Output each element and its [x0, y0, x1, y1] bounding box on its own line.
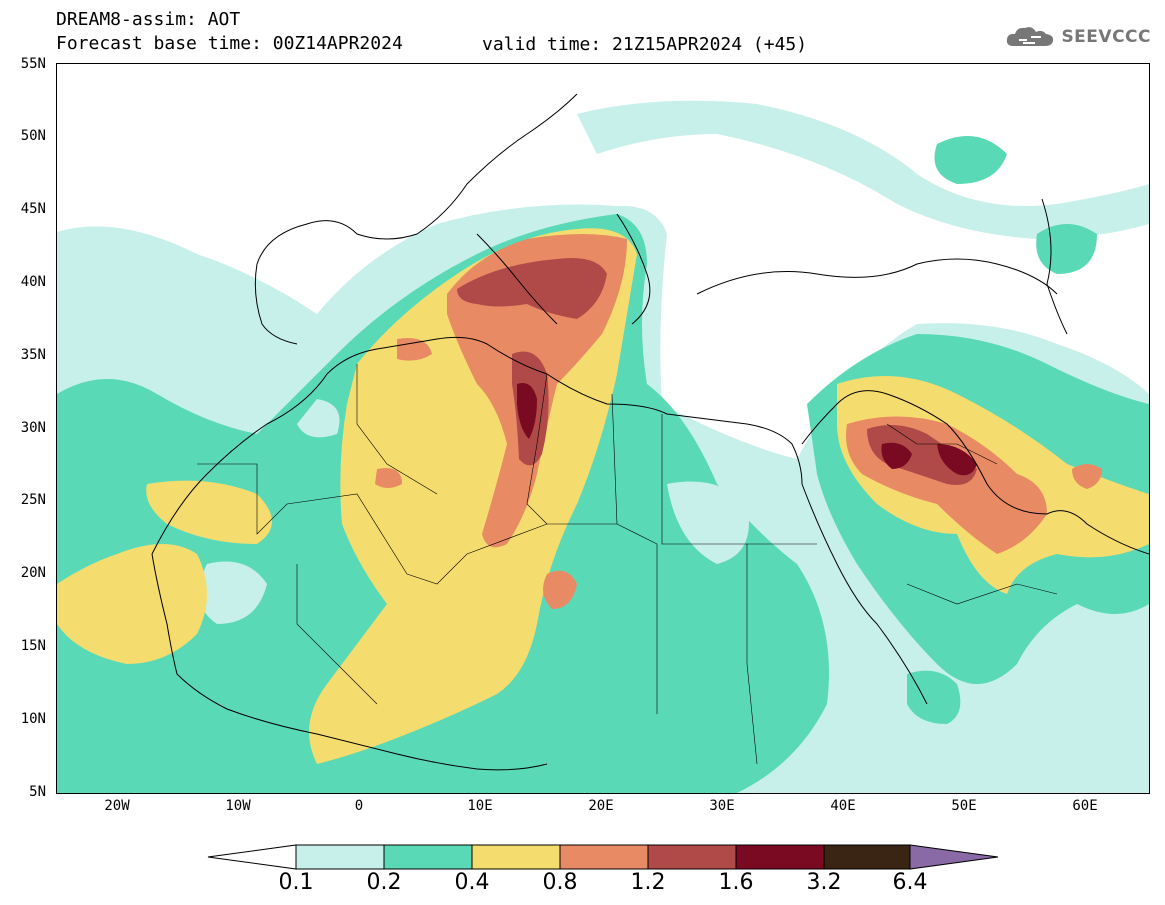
- colorbar-segment-3: [471, 844, 561, 870]
- lat-label-35n: 35N: [20, 347, 46, 363]
- colorbar-label-0-1: 0.1: [278, 870, 314, 895]
- aot-band-1-6: [517, 383, 977, 476]
- colorbar-segment-1: [295, 844, 385, 870]
- lon-label-50e: 50E: [951, 798, 977, 814]
- lon-label-20w: 20W: [104, 798, 130, 814]
- colorbar-segment-5: [647, 844, 737, 870]
- lat-label-50n: 50N: [20, 128, 46, 144]
- colorbar-segment-4: [559, 844, 649, 870]
- lon-label-60e: 60E: [1072, 798, 1098, 814]
- lat-label-25n: 25N: [20, 492, 46, 508]
- lat-label-30n: 30N: [20, 420, 46, 436]
- lat-label-40n: 40N: [20, 274, 46, 290]
- lat-label-55n: 55N: [20, 56, 46, 72]
- lon-label-10e: 10E: [467, 798, 493, 814]
- aot-band-1-2: [457, 258, 977, 485]
- coastlines: [151, 93, 1149, 771]
- colorbar-segment-6: [735, 844, 825, 870]
- lon-label-20e: 20E: [588, 798, 614, 814]
- colorbar-under-triangle: [207, 844, 297, 870]
- seevccc-logo: SEEVCCC: [1005, 24, 1151, 50]
- lat-label-10n: 10N: [20, 711, 46, 727]
- colorbar-label-1-2: 1.2: [630, 870, 666, 895]
- logo-text: SEEVCCC: [1061, 27, 1151, 47]
- cloud-icon: [1007, 27, 1054, 46]
- country-borders: [197, 364, 1058, 765]
- lat-label-20n: 20N: [20, 565, 46, 581]
- lon-label-30e: 30E: [709, 798, 735, 814]
- lat-label-15n: 15N: [20, 638, 46, 654]
- lat-label-45n: 45N: [20, 201, 46, 217]
- colorbar-label-6-4: 6.4: [892, 870, 928, 895]
- colorbar-over-triangle: [909, 844, 999, 870]
- colorbar-label-0-2: 0.2: [366, 870, 402, 895]
- colorbar-label-1-6: 1.6: [718, 870, 754, 895]
- valid-time: valid time: 21Z15APR2024 (+45): [482, 34, 808, 55]
- colorbar-label-0-4: 0.4: [454, 870, 490, 895]
- aot-map-canvas: [57, 93, 1149, 793]
- colorbar-segment-2: [383, 844, 473, 870]
- product-title: DREAM8-assim: AOT: [56, 9, 241, 30]
- lat-label-5n: 5N: [29, 784, 46, 800]
- forecast-base-time: Forecast base time: 00Z14APR2024: [56, 33, 403, 54]
- colorbar-label-0-8: 0.8: [542, 870, 578, 895]
- lon-label-40e: 40E: [830, 798, 856, 814]
- colorbar-label-3-2: 3.2: [806, 870, 842, 895]
- colorbar-segment-7: [823, 844, 911, 870]
- aot-map: [56, 63, 1150, 794]
- lon-label-0: 0: [354, 798, 364, 814]
- lon-label-10w: 10W: [225, 798, 251, 814]
